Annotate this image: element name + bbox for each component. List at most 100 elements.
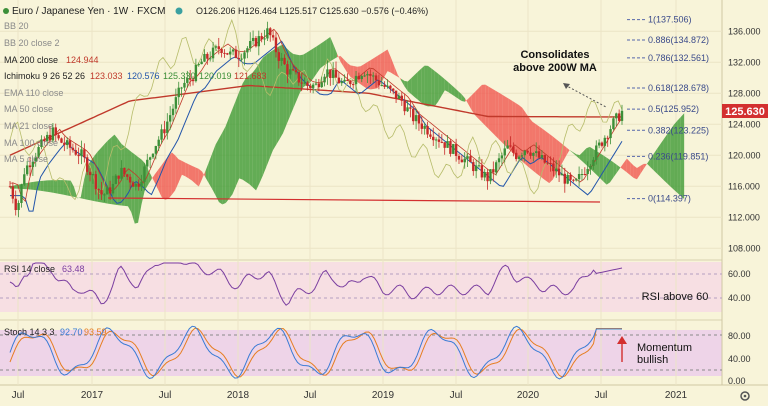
candle-body xyxy=(543,155,546,163)
cloud-segment xyxy=(583,148,587,166)
candle-body xyxy=(63,142,66,146)
candle-body xyxy=(366,74,369,76)
legend-ma5[interactable]: MA 5 close xyxy=(4,154,48,164)
candle-body xyxy=(595,145,598,160)
candle-body xyxy=(163,129,166,134)
cloud-segment xyxy=(562,144,567,162)
legend-bb20-close[interactable]: BB 20 close 2 xyxy=(4,38,60,48)
cloud-segment xyxy=(252,68,257,191)
candle-body xyxy=(211,47,215,59)
candle-body xyxy=(454,144,458,156)
rsi-pane xyxy=(0,262,722,312)
legend-ema110[interactable]: EMA 110 close xyxy=(4,88,63,98)
candle-body xyxy=(108,187,112,194)
cloud-segment xyxy=(492,88,496,136)
ichi-val-2: 120.576 xyxy=(127,71,160,81)
candle-body xyxy=(523,150,526,156)
candle-body xyxy=(83,149,86,158)
legend-ma50[interactable]: MA 50 close xyxy=(4,104,53,114)
stoch-pane xyxy=(0,330,722,376)
candle-body xyxy=(412,108,415,122)
candle-body xyxy=(457,155,461,160)
legend-bb20[interactable]: BB 20 xyxy=(4,21,29,31)
cloud-segment xyxy=(434,70,439,107)
cloud-segment xyxy=(461,94,466,102)
candle-body xyxy=(286,64,289,75)
time-tick-label: 2021 xyxy=(665,390,688,401)
candle-body xyxy=(572,179,575,181)
candle-body xyxy=(297,72,301,83)
cloud-segment xyxy=(309,48,314,83)
rsi-label[interactable]: RSI 14 close xyxy=(4,264,55,274)
cloud-segment xyxy=(427,65,432,107)
candle-body xyxy=(117,175,120,179)
cloud-segment xyxy=(613,162,617,178)
candle-body xyxy=(314,83,318,85)
settings-gear-icon[interactable] xyxy=(740,391,750,401)
candle-body xyxy=(269,28,272,36)
candle-body xyxy=(589,165,592,169)
candle-body xyxy=(151,153,155,158)
candle-body xyxy=(223,52,226,54)
cloud-segment xyxy=(454,88,459,99)
cloud-segment xyxy=(542,128,546,181)
candle-body xyxy=(37,147,40,157)
candle-body xyxy=(414,115,418,122)
candle-body xyxy=(369,74,372,76)
stoch-label[interactable]: Stoch 14 3 3 xyxy=(4,327,55,337)
candle-body xyxy=(191,79,195,82)
cloud-segment xyxy=(340,55,344,67)
candle-body xyxy=(497,158,501,163)
candle-body xyxy=(234,49,238,58)
candle-body xyxy=(420,123,424,129)
candle-body xyxy=(65,140,69,146)
candle-body xyxy=(291,69,295,71)
cloud-segment xyxy=(680,113,685,199)
candle-body xyxy=(509,145,512,147)
legend-ma21[interactable]: MA 21 close xyxy=(4,121,53,131)
fib-label: 1(137.506) xyxy=(648,15,692,25)
rsi-line xyxy=(9,262,623,306)
ichi-val-5: 121.683 xyxy=(234,71,267,81)
cloud-segment xyxy=(508,98,513,153)
candle-body xyxy=(377,80,381,86)
cloud-segment xyxy=(417,68,422,103)
cloud-segment xyxy=(259,57,263,184)
rsi-tick-60: 60.00 xyxy=(728,269,751,279)
candle-body xyxy=(203,53,206,62)
cloud-segment xyxy=(448,82,452,95)
symbol-title[interactable]: Euro / Japanese Yen · 1W · FXCM xyxy=(12,6,165,17)
candle-body xyxy=(74,150,77,155)
candle-body xyxy=(208,58,212,60)
candle-body xyxy=(294,70,298,73)
cloud-segment xyxy=(181,160,186,177)
legend-ichimoku[interactable]: Ichimoku 9 26 52 26 xyxy=(4,71,85,81)
candle-body xyxy=(246,48,249,53)
candle-body xyxy=(443,142,446,148)
candle-body xyxy=(134,183,138,187)
fib-label: 0.886(134.872) xyxy=(648,35,709,45)
cloud-segment xyxy=(438,73,442,102)
fib-label: 0.786(132.561) xyxy=(648,53,709,63)
legend-ma200[interactable]: MA 200 close xyxy=(4,55,58,65)
legend-ma200-value: 124.944 xyxy=(66,55,99,65)
price-tick-label: 132.000 xyxy=(728,57,761,67)
cloud-segment xyxy=(485,84,489,129)
cloud-segment xyxy=(643,163,648,169)
cloud-segment xyxy=(616,164,621,173)
cloud-segment xyxy=(283,44,287,134)
candle-body xyxy=(31,161,35,168)
candle-body xyxy=(469,156,472,163)
legend-ma100[interactable]: MA 100 close xyxy=(4,138,58,148)
current-price-label: 125.630 xyxy=(725,106,765,118)
candle-body xyxy=(289,69,292,75)
annotation-arrow-head xyxy=(563,83,570,89)
candle-body xyxy=(463,158,466,163)
rsi-annotation: RSI above 60 xyxy=(642,291,709,303)
candle-body xyxy=(334,70,338,78)
cloud-segment xyxy=(640,163,644,174)
cloud-segment xyxy=(50,180,54,193)
momentum-arrow-head xyxy=(617,336,627,344)
candle-body xyxy=(380,85,383,87)
price-pane xyxy=(0,0,722,258)
